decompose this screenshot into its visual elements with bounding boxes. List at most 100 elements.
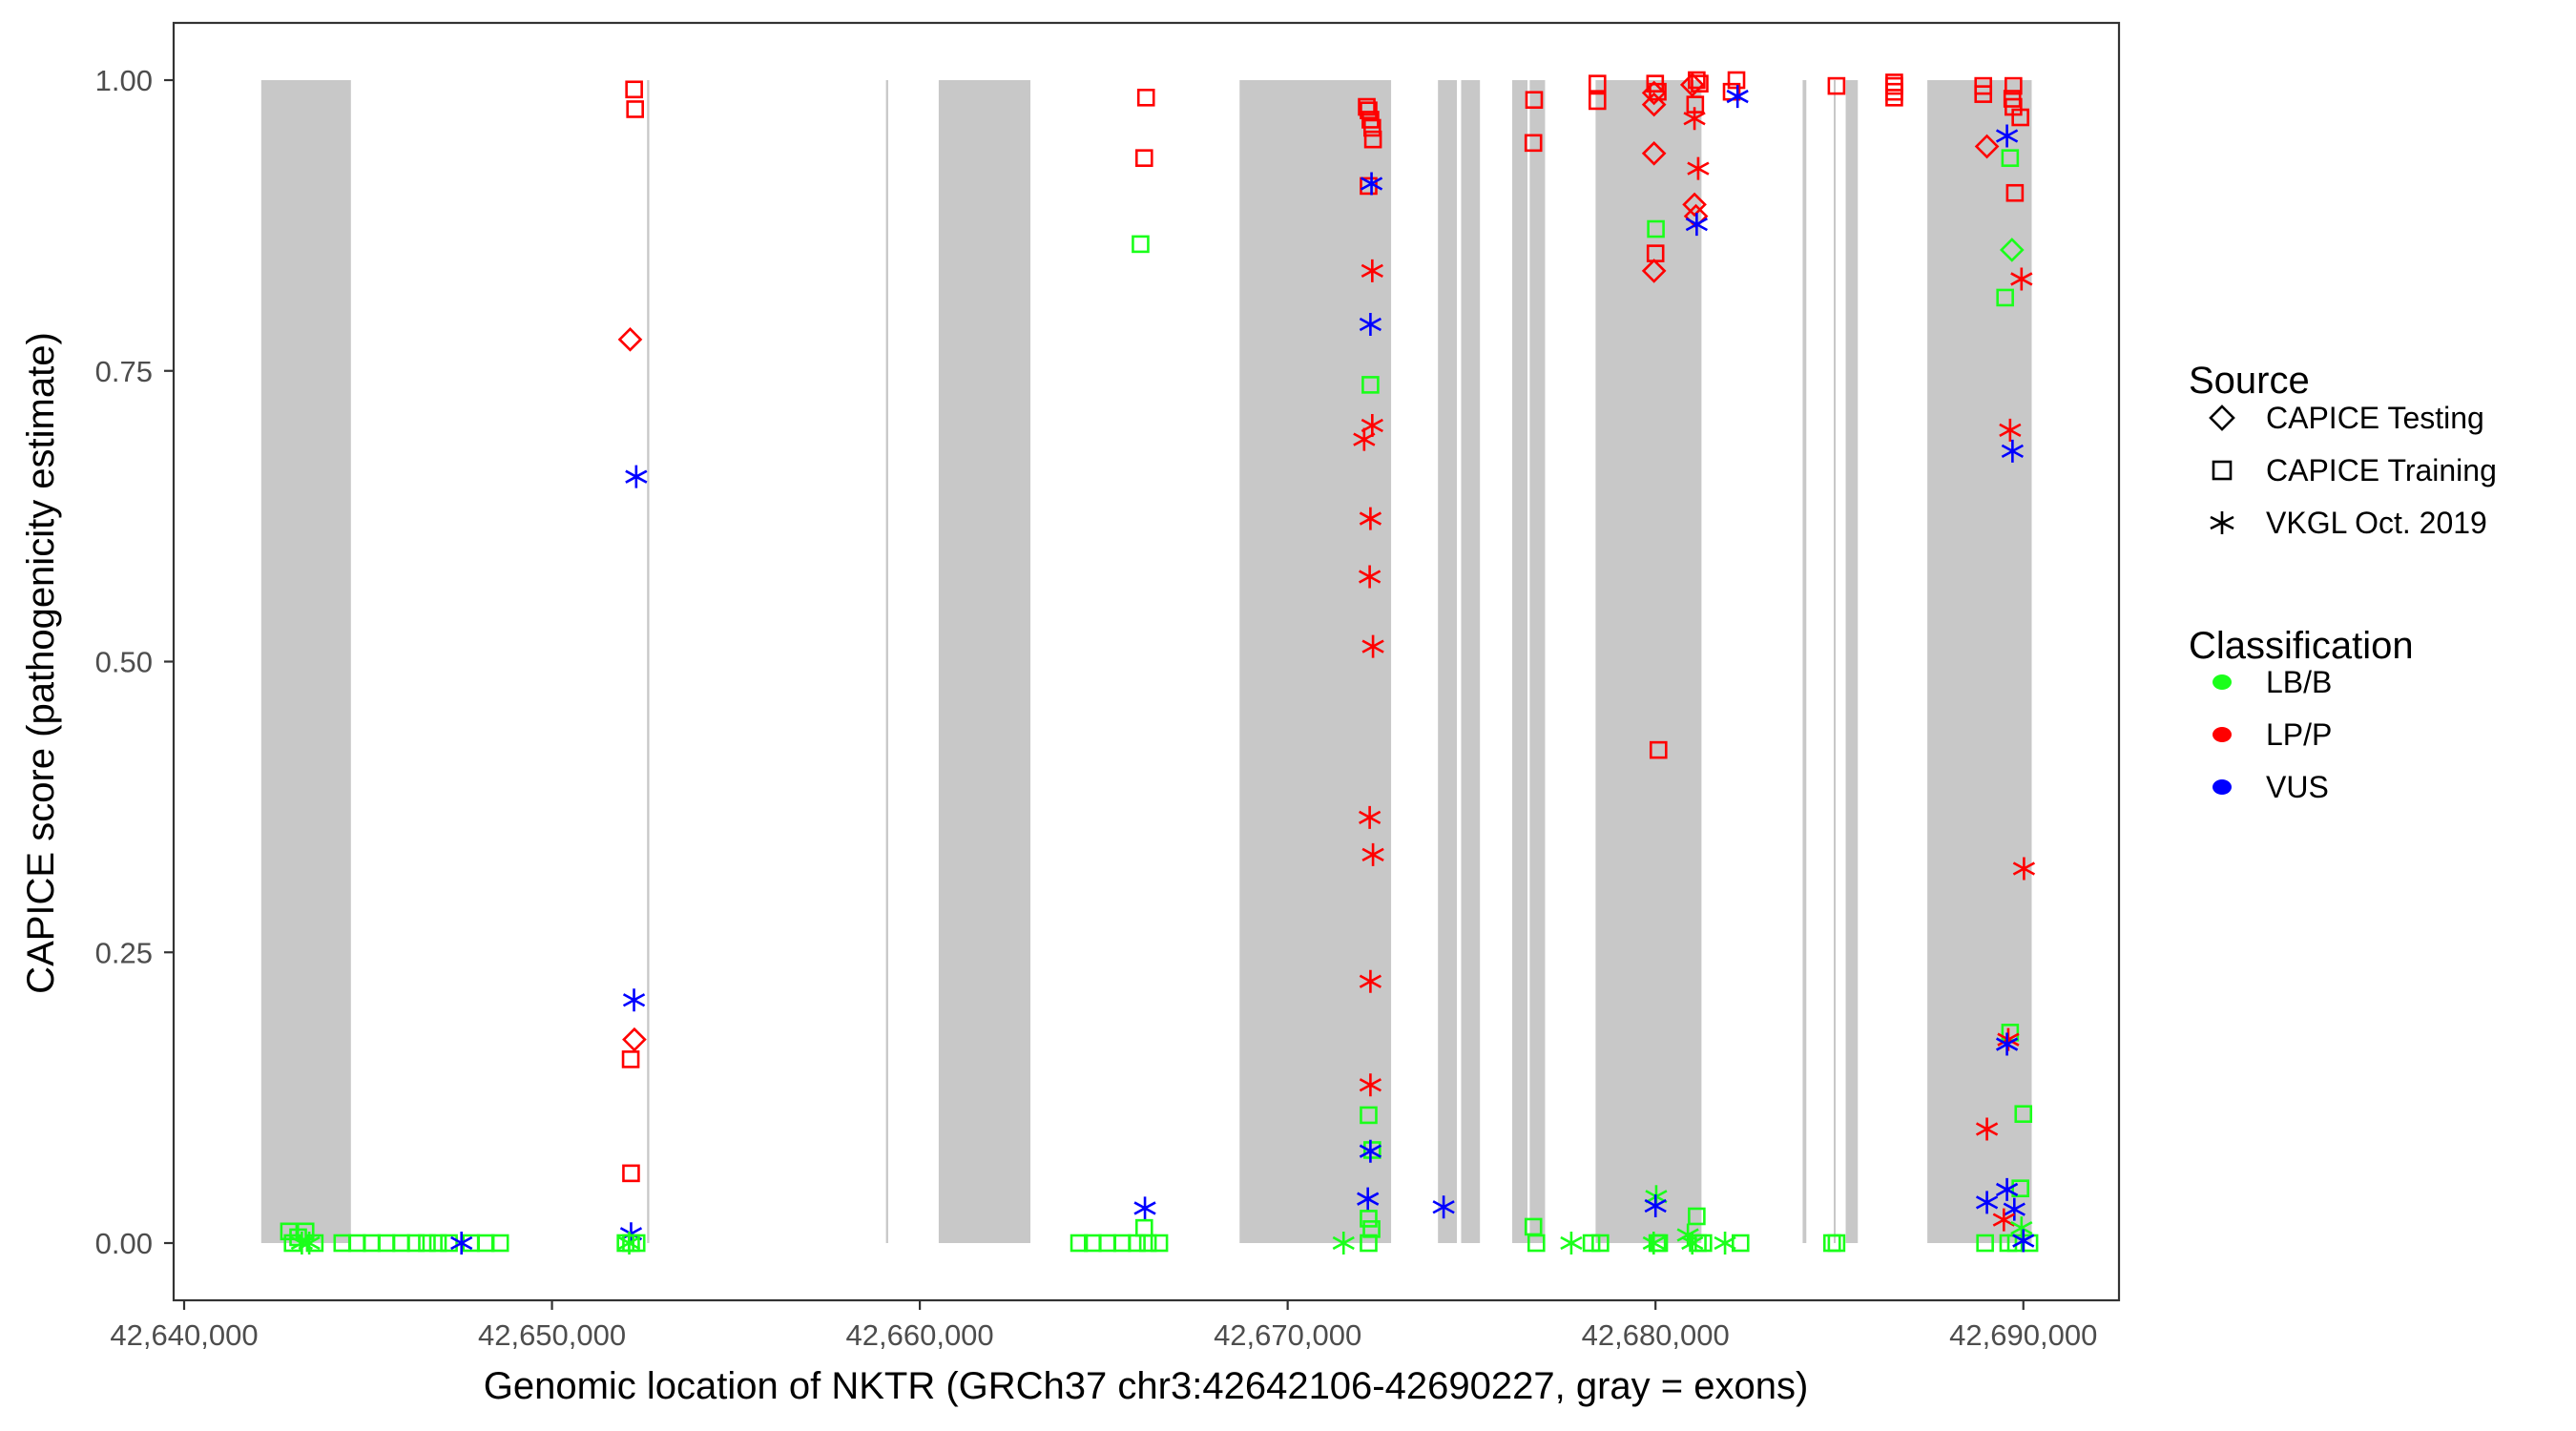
point-asterisk-vus: [1357, 1187, 1380, 1211]
point-diamond-lp-p: [1679, 73, 1705, 97]
exon-band: [938, 80, 1030, 1243]
point-square-lp-p: [1588, 92, 1607, 111]
exon-band: [1511, 80, 1528, 1243]
x-axis-title: Genomic location of NKTR (GRCh37 chr3:42…: [484, 1365, 1809, 1407]
point-asterisk-lp-p: [2012, 857, 2036, 881]
point-asterisk-vus: [1995, 1032, 2019, 1056]
point-asterisk-lp-p: [2010, 267, 2033, 291]
point-square-lp-p: [1363, 118, 1381, 137]
point-asterisk-lp-p: [1992, 1208, 2015, 1232]
x-tick-label: 42,670,000: [1214, 1318, 1361, 1352]
point-asterisk-lp-p: [1353, 427, 1376, 451]
point-square-lb-b: [280, 1222, 299, 1241]
y-axis: 0.00 0.25 0.50 0.75 1.00: [95, 64, 174, 1260]
point-diamond-lp-p: [1641, 92, 1667, 117]
exon-band: [1802, 80, 1807, 1243]
legend-item-vkgl: VKGL Oct. 2019: [2210, 506, 2487, 540]
point-asterisk-lp-p: [1359, 565, 1381, 589]
green-dot-icon: [2212, 674, 2232, 690]
point-asterisk-vus: [2012, 1229, 2035, 1253]
point-diamond-lp-p: [1641, 80, 1667, 106]
exon-band: [1461, 80, 1481, 1243]
point-asterisk-lp-p: [1687, 156, 1710, 180]
legend-label: CAPICE Training: [2266, 453, 2497, 487]
point-asterisk-vus: [1359, 1139, 1382, 1163]
point-square-lp-p: [1974, 85, 1993, 103]
blue-dot-icon: [2212, 779, 2232, 795]
point-square-lb-b: [1360, 1210, 1378, 1228]
y-tick-label: 0.00: [95, 1227, 153, 1260]
point-asterisk-vus: [2001, 439, 2025, 463]
point-asterisk-lp-p: [1997, 1027, 2020, 1051]
point-square-lb-b: [305, 1234, 324, 1253]
point-square-lb-b: [1694, 1234, 1713, 1253]
point-asterisk-vus: [450, 1232, 473, 1255]
point-square-lb-b: [440, 1234, 458, 1253]
point-square-lb-b: [1070, 1234, 1089, 1253]
point-square-lb-b: [418, 1234, 436, 1253]
point-asterisk-lp-p: [1359, 969, 1382, 993]
point-asterisk-vus: [1726, 85, 1749, 109]
point-square-lp-p: [621, 1050, 640, 1068]
point-square-lp-p: [1134, 149, 1153, 167]
point-square-lb-b: [1132, 235, 1150, 254]
point-square-lb-b: [1688, 1207, 1706, 1226]
point-diamond-lp-p: [622, 1027, 647, 1052]
point-asterisk-vus: [1133, 1196, 1156, 1220]
point-square-lb-b: [1138, 1234, 1157, 1253]
point-diamond-lp-p: [617, 326, 643, 352]
point-square-lb-b: [428, 1234, 447, 1253]
point-asterisk-lp-p: [1359, 507, 1382, 530]
legend-label: LB/B: [2266, 665, 2332, 699]
exon-band: [885, 80, 888, 1243]
point-asterisk-lp-p: [1361, 259, 1383, 282]
point-asterisk-lp-p: [1359, 805, 1381, 829]
point-asterisk-vus: [622, 988, 646, 1012]
point-diamond-lb-b: [1999, 238, 2025, 262]
point-square-lb-b: [2014, 1105, 2033, 1123]
y-tick-label: 0.75: [95, 355, 153, 388]
exon-bands: [260, 80, 2032, 1243]
point-asterisk-lb-b: [1560, 1232, 1583, 1255]
point-square-lb-b: [1360, 1234, 1378, 1253]
point-asterisk-vus: [1360, 172, 1383, 196]
x-tick-label: 42,640,000: [110, 1318, 258, 1352]
exon-band: [1529, 80, 1546, 1243]
x-tick-label: 42,650,000: [478, 1318, 626, 1352]
point-square-lb-b: [490, 1234, 509, 1253]
exon-band: [647, 80, 650, 1243]
point-asterisk-vus: [1975, 1191, 1999, 1214]
exon-band: [260, 80, 351, 1243]
exon-band: [1239, 80, 1392, 1243]
point-square-lb-b: [2001, 149, 2020, 167]
point-diamond-lp-p: [1682, 192, 1707, 218]
point-square-lp-p: [1136, 88, 1155, 107]
legend-classification-title: Classification: [2189, 625, 2414, 667]
point-asterisk-lp-p: [1361, 634, 1384, 658]
point-asterisk-lp-p: [1361, 842, 1384, 866]
point-square-lb-b: [1731, 1234, 1750, 1253]
point-square-lp-p: [2005, 183, 2025, 202]
point-square-lp-p: [1524, 134, 1543, 153]
point-asterisk-lb-b: [1332, 1232, 1355, 1255]
point-square-lb-b: [406, 1234, 426, 1253]
square-icon: [2212, 460, 2233, 481]
data-points: [280, 71, 2039, 1255]
legend-item-capice-testing: CAPICE Testing: [2209, 401, 2484, 435]
point-asterisk-vus: [1359, 312, 1382, 336]
exon-band: [1438, 80, 1458, 1243]
point-square-lp-p: [1358, 97, 1376, 116]
legend-item-lp-p: LP/P: [2212, 717, 2332, 752]
point-square-lb-b: [1150, 1234, 1169, 1253]
point-square-lp-p: [625, 80, 643, 99]
point-diamond-lp-p: [1641, 259, 1667, 283]
x-tick-label: 42,690,000: [1949, 1318, 2097, 1352]
diamond-icon: [2209, 404, 2235, 431]
point-diamond-lp-p: [1641, 140, 1667, 166]
point-square-lb-b: [296, 1222, 315, 1241]
legend-item-vus: VUS: [2212, 770, 2329, 804]
x-axis: 42,640,000 42,650,000 42,660,000 42,670,000…: [110, 1300, 2097, 1352]
exon-band: [1833, 80, 1836, 1243]
legend-label: VUS: [2266, 770, 2329, 804]
point-asterisk-vus: [2003, 1197, 2025, 1221]
